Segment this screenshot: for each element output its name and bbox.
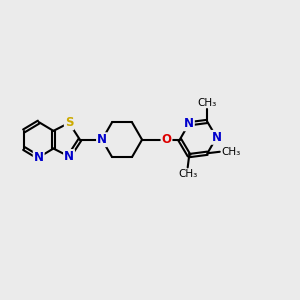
Text: N: N <box>64 150 74 163</box>
Text: CH₃: CH₃ <box>221 147 241 157</box>
Text: CH₃: CH₃ <box>178 169 197 179</box>
Text: N: N <box>34 151 44 164</box>
Text: O: O <box>161 133 172 146</box>
Text: N: N <box>97 133 107 146</box>
Text: S: S <box>65 116 73 129</box>
Text: N: N <box>212 131 221 144</box>
Text: N: N <box>184 117 194 130</box>
Text: CH₃: CH₃ <box>197 98 217 108</box>
